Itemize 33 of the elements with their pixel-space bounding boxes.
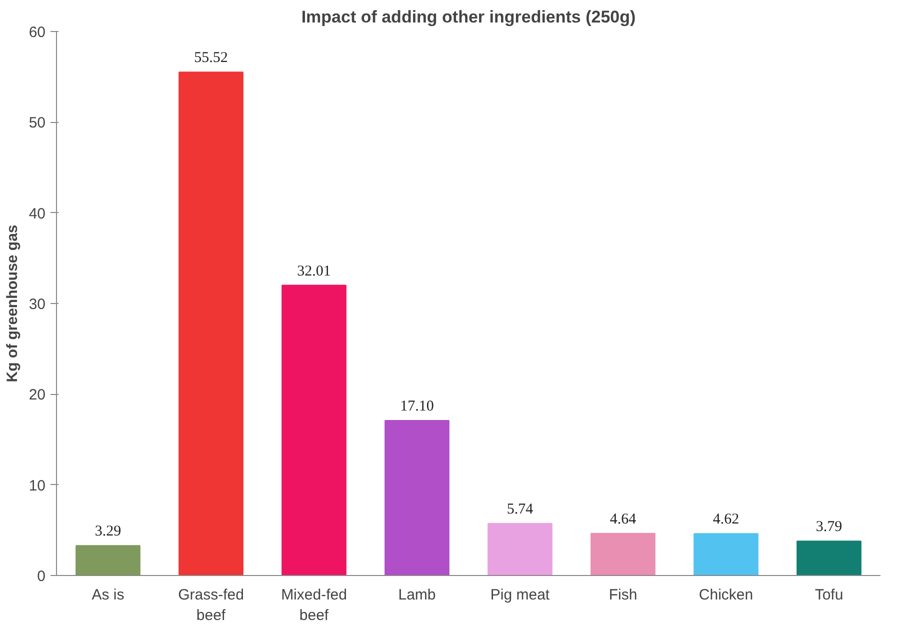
bar — [796, 540, 862, 576]
x-tick-label: Lamb — [398, 586, 436, 604]
y-tick-label: 50 — [28, 114, 46, 132]
x-tick-label: Pig meat — [490, 586, 550, 604]
y-tick-label: 10 — [28, 477, 46, 494]
y-tick-label: 60 — [28, 24, 46, 41]
data-label: 32.01 — [297, 263, 331, 280]
chart-title: Impact of adding other ingredients (250g) — [301, 8, 636, 26]
x-tick-label: As is — [92, 586, 124, 604]
bar — [694, 533, 758, 576]
y-tick-label: 20 — [28, 386, 46, 404]
x-tick-label: Chicken — [698, 586, 754, 604]
bar — [488, 522, 552, 576]
bar — [282, 284, 346, 576]
data-label: 3.29 — [94, 524, 122, 540]
bar — [590, 532, 656, 576]
bar — [384, 420, 450, 576]
data-label: 5.74 — [506, 501, 534, 518]
data-label: 4.64 — [610, 511, 637, 528]
data-label: 4.62 — [712, 512, 740, 528]
y-axis-title: Kg of greenhouse gas — [4, 224, 21, 382]
x-tick-label: Grass-fed beef — [178, 586, 244, 624]
data-label: 17.10 — [400, 398, 434, 414]
x-tick-label: Tofu — [814, 586, 844, 604]
data-label: 55.52 — [194, 50, 228, 66]
y-tick-label: 30 — [28, 296, 46, 313]
x-tick-label: Mixed-fed beef — [281, 586, 347, 624]
data-label: 3.79 — [816, 519, 842, 536]
y-tick-label: 0 — [37, 568, 46, 585]
bar — [76, 545, 140, 576]
bar — [178, 72, 244, 576]
x-tick-label: Fish — [608, 586, 638, 604]
y-tick-label: 40 — [28, 205, 46, 222]
